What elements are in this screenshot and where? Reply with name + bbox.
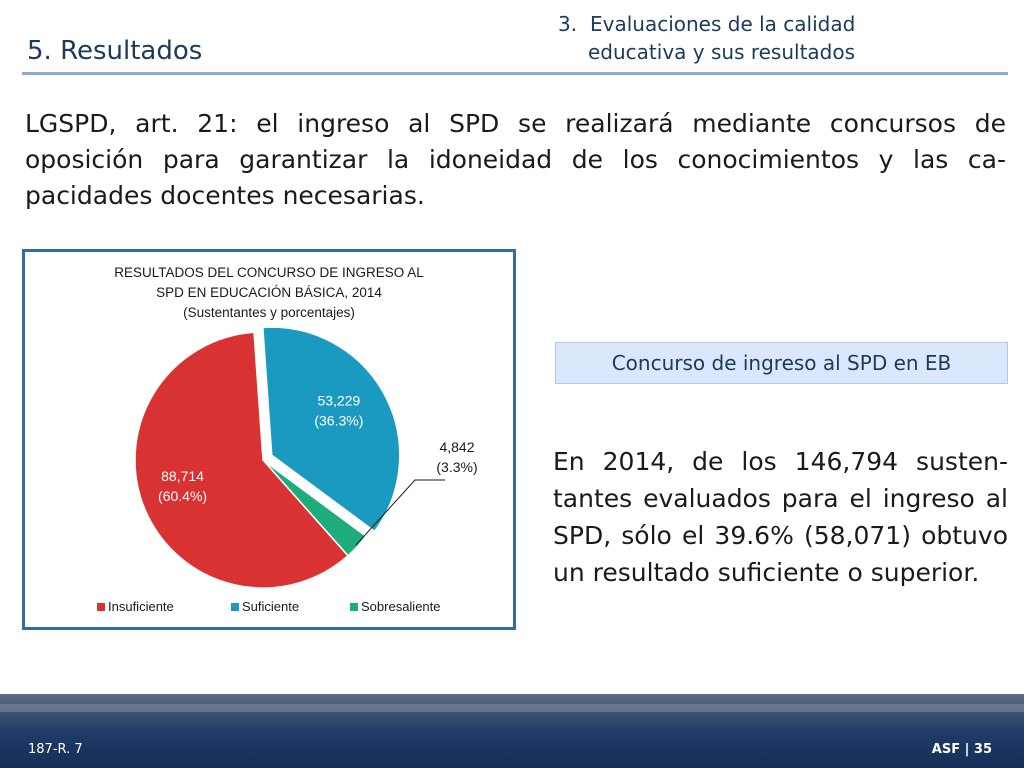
legend-label: Insuficiente xyxy=(108,599,174,614)
subtitle-line2: educativa y sus resultados xyxy=(588,40,856,64)
footer-page-number: ASF | 35 xyxy=(931,742,992,757)
footer-band xyxy=(0,694,1024,768)
slice-percent-label: (60.4%) xyxy=(158,488,207,504)
subtitle-number: 3. xyxy=(558,12,578,36)
chart-title-line: RESULTADOS DEL CONCURSO DE INGRESO AL xyxy=(114,265,424,280)
pie-slice-insuficiente xyxy=(134,331,350,589)
slice-value-label: 4,842 xyxy=(439,439,474,455)
footer-stripe xyxy=(0,704,1024,712)
title-divider xyxy=(22,72,1008,75)
chart-legend: Insuficiente Suficiente Sobresaliente xyxy=(97,599,441,614)
footer-code: 187-R. 7 xyxy=(28,742,83,757)
highlight-box: Concurso de ingreso al SPD en EB xyxy=(555,342,1008,384)
intro-paragraph: LGSPD, art. 21: el ingreso al SPD se rea… xyxy=(25,109,1006,210)
pie-chart: RESULTADOS DEL CONCURSO DE INGRESO AL SPD… xyxy=(97,265,478,614)
slice-value-label: 88,714 xyxy=(161,468,204,484)
section-title: 5. Resultados xyxy=(27,36,203,66)
highlight-label: Concurso de ingreso al SPD en EB xyxy=(611,351,952,375)
legend-label: Sobresaliente xyxy=(361,599,441,614)
legend-swatch xyxy=(231,603,239,611)
subtitle-line1: Evaluaciones de la calidad xyxy=(590,12,856,36)
leader-line xyxy=(355,479,445,546)
chart-title: RESULTADOS DEL CONCURSO DE INGRESO AL SPD… xyxy=(114,265,424,320)
result-paragraph: En 2014, de los 146,794 susten-tantes ev… xyxy=(553,447,1008,587)
pie-slice-suficiente xyxy=(262,326,401,533)
pie-labels: 53,229 (36.3%) 4,842 (3.3%) 88,714 (60.4%) xyxy=(158,392,478,546)
legend-swatch xyxy=(350,603,358,611)
legend-swatch xyxy=(97,603,105,611)
chart-title-line: SPD EN EDUCACIÓN BÁSICA, 2014 xyxy=(156,285,382,300)
pie-slices xyxy=(134,326,401,589)
chart-frame: RESULTADOS DEL CONCURSO DE INGRESO AL SPD… xyxy=(22,249,516,630)
slice-percent-label: (3.3%) xyxy=(436,459,477,475)
legend-label: Suficiente xyxy=(242,599,299,614)
slice-percent-label: (36.3%) xyxy=(314,412,363,428)
chart-title-line: (Sustentantes y porcentajes) xyxy=(183,305,355,320)
slice-value-label: 53,229 xyxy=(317,392,360,408)
subtitle: 3. Evaluaciones de la calidad educativa y… xyxy=(558,10,988,66)
